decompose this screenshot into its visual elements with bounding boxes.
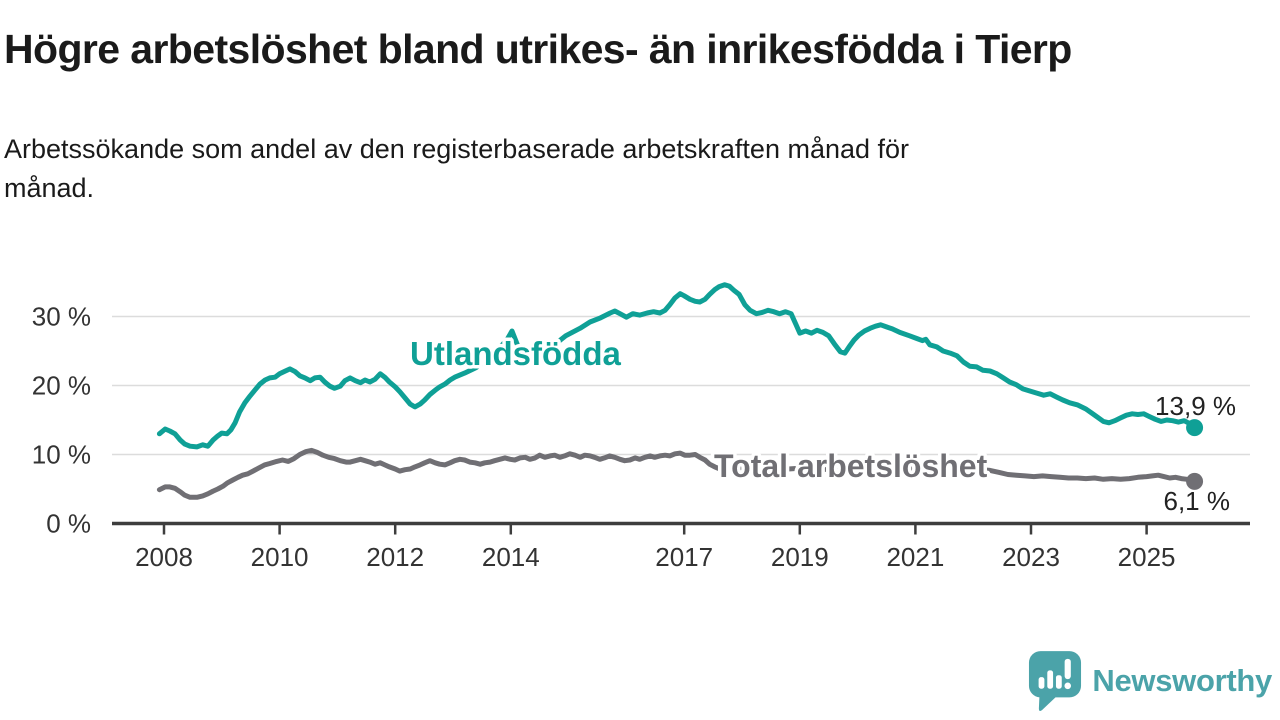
x-axis-tick-label: 2017 (655, 542, 713, 572)
series-line-total-arbetsloshet (156, 447, 1198, 500)
y-axis-tick-label: 20 % (32, 371, 91, 401)
series-label-utlandsfodda: Utlandsfödda (410, 335, 621, 372)
series-end-dot-total-arbetsloshet (1186, 472, 1204, 490)
chart-subtitle: Arbetssökande som andel av den registerb… (4, 130, 1224, 208)
chart-subtitle-line-2: månad. (4, 173, 95, 203)
x-axis-tick-label: 2012 (366, 542, 424, 572)
x-axis-tick-label: 2023 (1002, 542, 1060, 572)
series-end-value-utlandsfodda: 13,9 % (1155, 391, 1236, 421)
x-axis-tick-label: 2014 (482, 542, 540, 572)
x-axis-tick-label: 2008 (135, 542, 193, 572)
newsworthy-brand-name: Newsworthy (1092, 663, 1272, 698)
newsworthy-logo-icon (1029, 651, 1082, 712)
chart-subtitle-line-1: Arbetssökande som andel av den registerb… (4, 134, 910, 164)
series-line-utlandsfodda (156, 282, 1198, 450)
y-axis-tick-label: 30 % (32, 302, 91, 332)
page-title: Högre arbetslöshet bland utrikes- än inr… (4, 26, 1072, 72)
series-label-total-arbetsloshet: Total arbetslöshet (714, 448, 988, 484)
x-axis-tick-label: 2010 (251, 542, 309, 572)
x-axis-tick-label: 2025 (1118, 542, 1176, 572)
x-axis-tick-label: 2019 (771, 542, 829, 572)
newsworthy-brand: Newsworthy (1028, 650, 1272, 712)
series-end-dot-utlandsfodda (1186, 419, 1204, 437)
x-axis-tick-label: 2021 (886, 542, 944, 572)
y-axis-tick-label: 10 % (32, 440, 91, 470)
y-axis-tick-label: 0 % (46, 509, 91, 539)
series-end-value-total-arbetsloshet: 6,1 % (1164, 486, 1231, 516)
